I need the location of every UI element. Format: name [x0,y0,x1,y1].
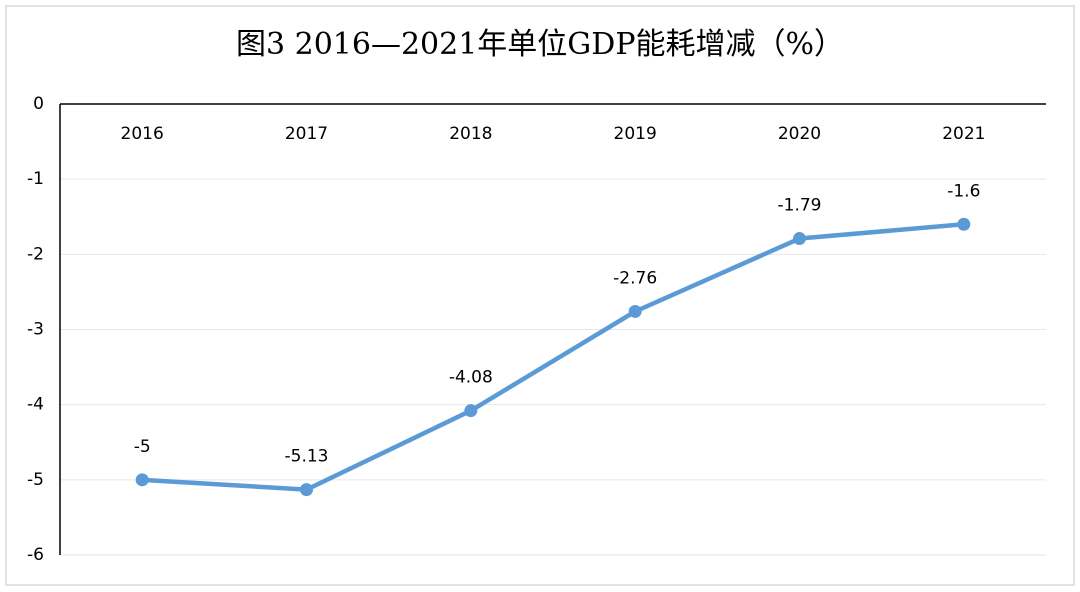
x-tick-label: 2016 [121,124,164,144]
point [135,473,149,487]
y-tick-label: -4 [27,395,44,415]
y-tick-label: -3 [27,320,44,340]
y-tick-label: 0 [33,94,44,114]
y-tick-label: -2 [27,244,44,264]
chart-title: 图3 2016—2021年单位GDP能耗增减（%） [236,27,844,62]
y-tick-label: -5 [27,470,44,490]
x-tick-label: 2020 [778,124,821,144]
x-tick-label: 2021 [942,124,985,144]
x-tick-label: 2018 [449,124,492,144]
point [628,304,642,318]
y-tick-label: -6 [27,545,44,565]
data-label: -4.08 [449,368,493,388]
x-tick-label: 2019 [614,124,657,144]
line [142,222,965,492]
data-label: -2.76 [613,268,657,288]
y-tick-label: -1 [27,169,44,189]
point [957,217,971,231]
data-label: -5.13 [285,447,329,467]
data-label: -5 [134,437,151,457]
point [793,232,806,246]
data-label: -1.79 [778,196,822,216]
data-label: -1.6 [947,181,980,201]
point [464,404,478,418]
x-tick-label: 2017 [285,124,328,144]
point [300,483,313,497]
chart-frame [5,5,1075,586]
